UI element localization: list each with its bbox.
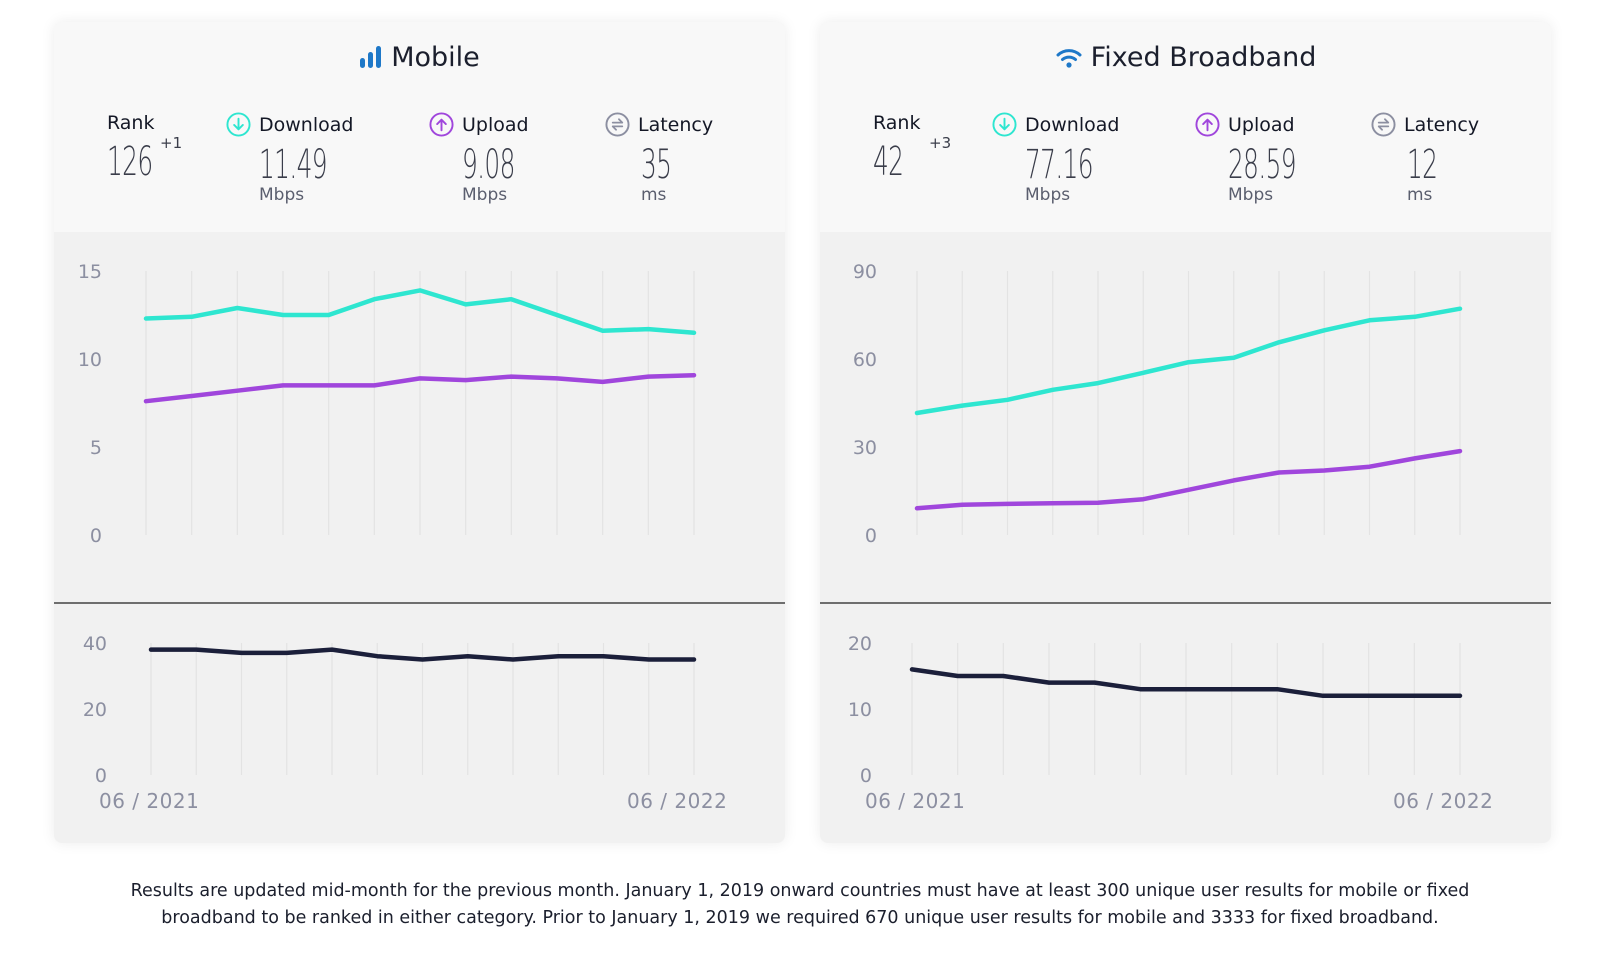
mobile-card-header: Mobile Rank 126 +1 Download 11.49 Mbps U… (54, 22, 785, 232)
mobile-latency-ytick-label: 20 (83, 699, 107, 721)
rank-label: Rank (873, 112, 921, 134)
latency-metric: Latency 12 ms (1371, 112, 1479, 205)
upload-label: Upload (1228, 113, 1295, 136)
latency-value: 12 (1407, 142, 1438, 188)
date-end-label: 06 / 2022 (1393, 789, 1494, 813)
fixed-latency-ytick-label: 0 (860, 765, 872, 787)
download-metric: Download 11.49 Mbps (226, 112, 369, 205)
download-unit: Mbps (259, 185, 305, 205)
chart-divider (54, 602, 785, 604)
latency-unit: ms (1407, 185, 1433, 205)
fixed-speed-ytick-label: 90 (853, 261, 877, 283)
download-value: 77.16 (1025, 142, 1094, 188)
rank-value: 126 (107, 139, 153, 185)
mobile-latency-ytick-label: 0 (95, 765, 107, 787)
download-label: Download (259, 113, 354, 136)
upload-value: 9.08 (462, 142, 515, 188)
mobile-card-title: Mobile (54, 42, 785, 76)
rank-value: 42 (873, 139, 904, 185)
latency-arrows-icon (605, 112, 630, 137)
date-start-label: 06 / 2021 (99, 789, 200, 813)
latency-unit: ms (641, 185, 667, 205)
mobile-latency-plot: 0 20 40 (83, 633, 697, 787)
latency-label: Latency (1404, 113, 1480, 136)
fixed-speed-ytick-label: 30 (853, 437, 877, 459)
download-arrow-icon (992, 112, 1017, 137)
mobile-latency-ytick-label: 40 (83, 633, 107, 655)
fixed-broadband-charts: 0 30 60 90 0 10 20 (848, 261, 1463, 787)
latency-label: Latency (638, 113, 714, 136)
mobile-charts: 0 5 10 15 0 20 40 (78, 261, 697, 787)
fixed-broadband-card: Fixed Broadband Rank 42 +3 Download 77.1… (820, 22, 1551, 843)
download-arrow-icon (226, 112, 251, 137)
upload-arrow-icon (429, 112, 454, 137)
fixed-card-header: Fixed Broadband Rank 42 +3 Download 77.1… (820, 22, 1551, 232)
signal-bars-icon (359, 45, 383, 76)
mobile-card: Mobile Rank 126 +1 Download 11.49 Mbps U… (54, 22, 785, 843)
upload-value: 28.59 (1228, 142, 1297, 188)
wifi-icon (1055, 45, 1083, 76)
fixed-latency-ytick-label: 10 (848, 699, 872, 721)
card-title-text: Mobile (391, 42, 480, 73)
mobile-speed-ytick-label: 0 (90, 525, 102, 547)
mobile-speed-ytick-label: 10 (78, 349, 102, 371)
upload-metric: Upload 28.59 Mbps (1195, 112, 1338, 205)
upload-label: Upload (462, 113, 529, 136)
download-label: Download (1025, 113, 1120, 136)
date-start-label: 06 / 2021 (865, 789, 966, 813)
upload-metric: Upload 9.08 Mbps (429, 112, 547, 205)
chart-divider (820, 602, 1551, 604)
card-title-text: Fixed Broadband (1090, 42, 1317, 73)
fixed-speed-ytick-label: 60 (853, 349, 877, 371)
mobile-speed-ytick-label: 5 (90, 437, 102, 459)
mobile-speed-plot: 0 5 10 15 (78, 261, 697, 547)
upload-arrow-icon (1195, 112, 1220, 137)
footer-line-1: Results are updated mid-month for the pr… (130, 881, 1470, 901)
latency-value: 35 (641, 142, 672, 188)
fixed-card-title: Fixed Broadband (820, 42, 1551, 76)
fixed-latency-plot: 0 10 20 (848, 633, 1463, 787)
fixed-speed-plot: 0 30 60 90 (853, 261, 1463, 547)
download-value: 11.49 (259, 142, 328, 188)
rank-metric: Rank 42 (873, 112, 922, 184)
rank-delta: +3 (929, 134, 952, 152)
download-metric: Download 77.16 Mbps (992, 112, 1135, 205)
rank-label: Rank (107, 112, 155, 134)
download-unit: Mbps (1025, 185, 1071, 205)
date-end-label: 06 / 2022 (627, 789, 728, 813)
fixed-speed-ytick-label: 0 (865, 525, 877, 547)
upload-unit: Mbps (462, 185, 508, 205)
rank-metric: Rank 126 (107, 112, 180, 184)
footer-note: Results are updated mid-month for the pr… (40, 878, 1560, 932)
rank-delta: +1 (160, 134, 183, 152)
upload-unit: Mbps (1228, 185, 1274, 205)
footer-line-2: broadband to be ranked in either categor… (161, 908, 1439, 928)
latency-metric: Latency 35 ms (605, 112, 713, 205)
mobile-speed-ytick-label: 15 (78, 261, 102, 283)
fixed-latency-ytick-label: 20 (848, 633, 872, 655)
latency-arrows-icon (1371, 112, 1396, 137)
